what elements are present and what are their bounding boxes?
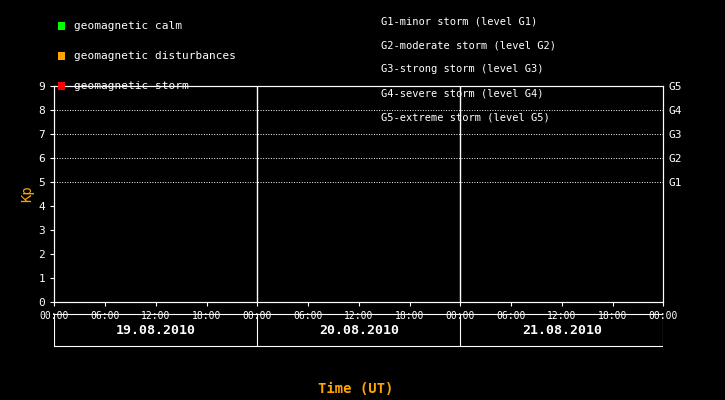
Text: G5-extreme storm (level G5): G5-extreme storm (level G5) — [381, 112, 550, 122]
Text: geomagnetic disturbances: geomagnetic disturbances — [74, 51, 236, 61]
Text: geomagnetic calm: geomagnetic calm — [74, 21, 182, 31]
Text: geomagnetic storm: geomagnetic storm — [74, 81, 188, 91]
Text: 19.08.2010: 19.08.2010 — [116, 324, 196, 336]
Text: 20.08.2010: 20.08.2010 — [319, 324, 399, 336]
Text: G3-strong storm (level G3): G3-strong storm (level G3) — [381, 64, 543, 74]
Text: Time (UT): Time (UT) — [318, 382, 393, 396]
Y-axis label: Kp: Kp — [20, 186, 34, 202]
Text: 21.08.2010: 21.08.2010 — [522, 324, 602, 336]
Text: G1-minor storm (level G1): G1-minor storm (level G1) — [381, 16, 537, 26]
Text: G4-severe storm (level G4): G4-severe storm (level G4) — [381, 88, 543, 98]
Text: G2-moderate storm (level G2): G2-moderate storm (level G2) — [381, 40, 555, 50]
